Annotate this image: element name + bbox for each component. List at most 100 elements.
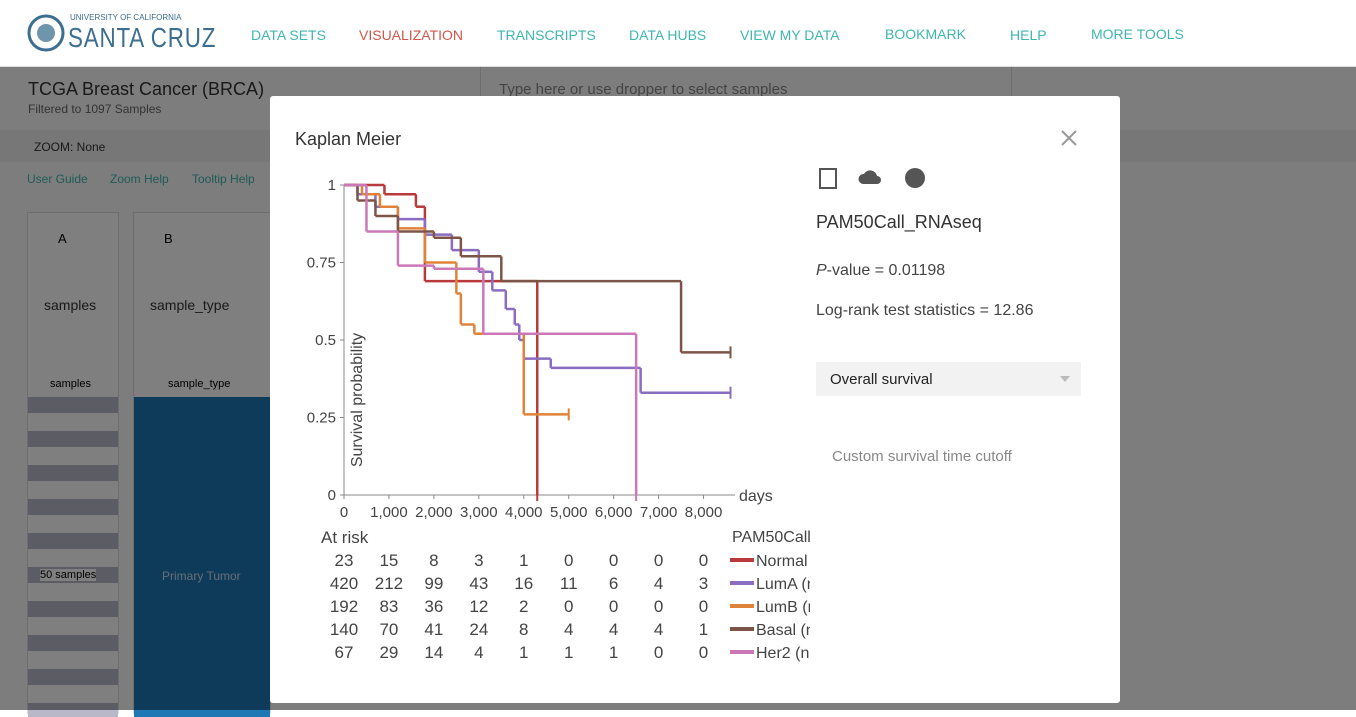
at-risk-count: 0: [654, 597, 663, 616]
nav-link[interactable]: TRANSCRIPTS: [497, 27, 596, 43]
nav-link[interactable]: DATA HUBS: [629, 27, 707, 43]
modal-title: Kaplan Meier: [295, 129, 402, 149]
at-risk-count: 0: [564, 597, 573, 616]
at-risk-count: 140: [330, 620, 358, 639]
at-risk-count: 0: [609, 597, 618, 616]
at-risk-count: 0: [654, 643, 663, 662]
x-tick-label: 8,000: [685, 504, 723, 521]
toolbar-icons: [819, 168, 925, 189]
at-risk-count: 1: [519, 643, 528, 662]
nav-link[interactable]: MORE TOOLS: [1091, 26, 1184, 42]
y-axis-label: Survival probability: [349, 333, 366, 467]
top-nav: UNIVERSITY OF CALIFORNIA SANTA CRUZ DATA…: [0, 0, 1356, 67]
at-risk-count: 6: [609, 574, 618, 593]
legend-label: LumA (n=420): [756, 576, 810, 593]
at-risk-count: 36: [424, 597, 443, 616]
nav-link[interactable]: VIEW MY DATA: [740, 27, 840, 43]
x-tick-label: 4,000: [505, 504, 543, 521]
variable-name: PAM50Call_RNAseq: [816, 212, 982, 232]
y-tick-label: 0.5: [315, 332, 336, 349]
at-risk-count: 0: [654, 551, 663, 570]
nav-link[interactable]: HELP: [1010, 27, 1047, 43]
legend-label: Basal (n=140): [756, 622, 810, 639]
p-text: -value =: [826, 262, 885, 279]
stat-value: 12.86: [993, 302, 1034, 319]
at-risk-title: At risk: [321, 528, 369, 547]
y-tick-label: 1: [328, 177, 336, 194]
at-risk-count: 212: [375, 574, 403, 593]
at-risk-count: 11: [560, 574, 578, 593]
dropdown-arrow: [1060, 376, 1070, 382]
x-tick-label: 7,000: [640, 504, 678, 521]
survival-select[interactable]: Overall survival: [816, 362, 1081, 396]
logo-seal: [27, 14, 65, 52]
x-axis-label: days: [739, 488, 773, 505]
at-risk-count: 23: [335, 551, 354, 570]
at-risk-count: 420: [330, 574, 358, 593]
help-icon[interactable]: [905, 168, 925, 188]
cutoff-input[interactable]: Custom survival time cutoff: [832, 448, 1012, 465]
at-risk-count: 70: [379, 620, 398, 639]
at-risk-count: 16: [514, 574, 533, 593]
stat-text: Log-rank test statistics =: [816, 302, 989, 319]
at-risk-count: 15: [379, 551, 398, 570]
at-risk-count: 29: [379, 643, 398, 662]
at-risk-count: 41: [424, 620, 443, 639]
x-tick-label: 6,000: [595, 504, 633, 521]
at-risk-count: 1: [609, 643, 618, 662]
at-risk-count: 3: [699, 574, 708, 593]
at-risk-count: 8: [519, 620, 528, 639]
legend-label: Normal (n=23): [756, 553, 810, 570]
km-chart: 0 0.25 0.5 0.75 1 0 1,000 2,000 3,000 4,000 5,000 6…: [307, 177, 810, 662]
legend-label: Her2 (n=67): [756, 645, 810, 662]
y-tick-label: 0: [328, 487, 336, 504]
logo-big: SANTA CRUZ: [68, 22, 217, 53]
pdf-icon[interactable]: [819, 168, 837, 189]
y-tick-label: 0.25: [307, 410, 336, 427]
at-risk-count: 4: [609, 620, 618, 639]
at-risk-count: 0: [609, 551, 618, 570]
at-risk-count: 99: [424, 574, 443, 593]
at-risk-count: 4: [564, 620, 573, 639]
nav-link[interactable]: DATA SETS: [251, 27, 326, 43]
x-tick-label: 3,000: [460, 504, 498, 521]
x-tick-label: 5,000: [550, 504, 588, 521]
stat-line: Log-rank test statistics = 12.86: [816, 302, 1033, 320]
y-tick-label: 0.75: [307, 255, 336, 272]
at-risk-count: 43: [469, 574, 488, 593]
at-risk-count: 4: [654, 574, 663, 593]
survival-type: Overall survival: [830, 371, 933, 388]
x-tick-label: 2,000: [415, 504, 453, 521]
p-symbol: P: [816, 262, 827, 279]
at-risk-count: 67: [335, 643, 354, 662]
at-risk-count: 12: [469, 597, 488, 616]
at-risk-count: 0: [699, 597, 708, 616]
p-value-line: P-value = 0.01198: [816, 262, 945, 280]
at-risk-count: 3: [474, 551, 483, 570]
x-tick-label: 0: [340, 504, 348, 521]
at-risk-count: 192: [330, 597, 358, 616]
at-risk-count: 1: [699, 620, 708, 639]
at-risk-count: 0: [564, 551, 573, 570]
legend-title: PAM50Call_RNAseq: [732, 529, 810, 546]
at-risk-count: 4: [474, 643, 483, 662]
nav-link[interactable]: BOOKMARK: [885, 26, 966, 42]
x-tick-label: 1,000: [370, 504, 408, 521]
p-value: 0.01198: [888, 262, 946, 279]
close-button[interactable]: [1059, 128, 1079, 148]
at-risk-count: 24: [469, 620, 488, 639]
at-risk-count: 4: [654, 620, 663, 639]
at-risk-count: 14: [424, 643, 443, 662]
at-risk-count: 8: [429, 551, 438, 570]
download-icon[interactable]: [858, 170, 881, 184]
at-risk-count: 0: [699, 643, 708, 662]
at-risk-count: 1: [564, 643, 573, 662]
at-risk-count: 0: [699, 551, 708, 570]
logo-small: UNIVERSITY OF CALIFORNIA: [70, 13, 182, 22]
nav-link[interactable]: VISUALIZATION: [359, 27, 463, 43]
at-risk-count: 83: [379, 597, 398, 616]
at-risk-count: 1: [519, 551, 528, 570]
at-risk-count: 2: [519, 597, 528, 616]
legend-label: LumB (n=192): [756, 599, 810, 616]
